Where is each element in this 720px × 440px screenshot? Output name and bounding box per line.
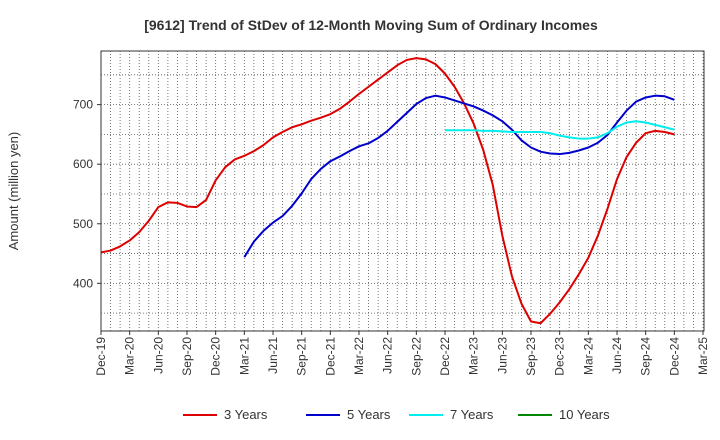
x-tick-label: Mar-24 bbox=[581, 337, 595, 375]
legend-label: 3 Years bbox=[224, 407, 268, 422]
x-tick-label: Dec-23 bbox=[553, 337, 567, 376]
y-tick-label: 400 bbox=[73, 276, 93, 290]
legend: 3 Years 5 Years 7 Years 10 Years bbox=[183, 407, 610, 422]
x-tick-label: Mar-21 bbox=[237, 337, 251, 375]
x-tick-label: Jun-20 bbox=[151, 337, 165, 374]
y-tick-label: 700 bbox=[73, 98, 93, 112]
x-tick-label: Dec-20 bbox=[209, 337, 223, 376]
x-tick-label: Dec-24 bbox=[667, 337, 681, 376]
x-tick-label: Mar-20 bbox=[123, 337, 137, 375]
series-lines bbox=[100, 57, 675, 325]
x-tick-label: Mar-23 bbox=[467, 337, 481, 375]
x-tick-label: Sep-21 bbox=[295, 337, 309, 376]
y-tick-label: 600 bbox=[73, 157, 93, 171]
x-tick-label: Dec-22 bbox=[438, 337, 452, 376]
x-tick-label: Mar-25 bbox=[696, 337, 710, 375]
series-line bbox=[445, 120, 675, 140]
x-tick-label: Sep-22 bbox=[409, 337, 423, 376]
chart-title: [9612] Trend of StDev of 12-Month Moving… bbox=[144, 17, 598, 33]
series-line bbox=[100, 57, 675, 325]
legend-label: 5 Years bbox=[347, 407, 391, 422]
x-tick-label: Sep-23 bbox=[524, 337, 538, 376]
x-tick-label: Jun-22 bbox=[381, 337, 395, 374]
x-axis-ticks: Dec-19 Mar-20 Jun-20 Sep-20 Dec-20 Mar-21 Jun-… bbox=[94, 331, 710, 376]
x-tick-label: Jun-24 bbox=[610, 337, 624, 374]
x-tick-label: Jun-23 bbox=[495, 337, 509, 374]
x-tick-label: Dec-19 bbox=[94, 337, 108, 376]
plot-area bbox=[100, 50, 705, 332]
x-tick-label: Jun-21 bbox=[266, 337, 280, 374]
x-tick-label: Sep-24 bbox=[639, 337, 653, 376]
y-axis-ticks: 400 500 600 700 bbox=[73, 98, 101, 290]
legend-label: 7 Years bbox=[450, 407, 494, 422]
x-tick-label: Mar-22 bbox=[352, 337, 366, 375]
legend-label: 10 Years bbox=[559, 407, 610, 422]
y-tick-label: 500 bbox=[73, 217, 93, 231]
y-axis-label: Amount (million yen) bbox=[6, 132, 21, 251]
x-tick-label: Sep-20 bbox=[180, 337, 194, 376]
x-tick-label: Dec-21 bbox=[323, 337, 337, 376]
series-line bbox=[243, 94, 675, 258]
